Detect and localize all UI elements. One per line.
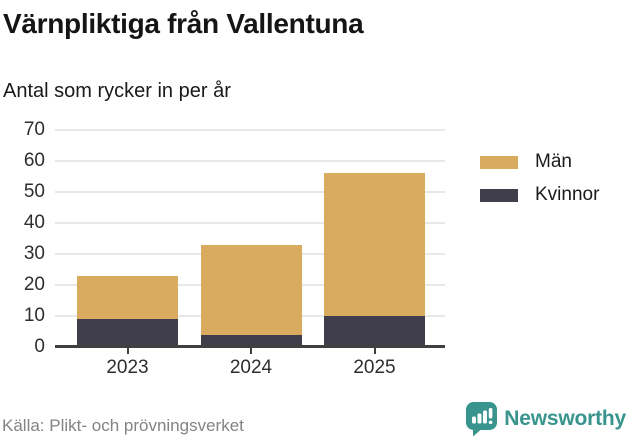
bar-segment-kvinnor (77, 319, 178, 347)
bar-segment-man (77, 275, 178, 320)
legend: Män Kvinnor (480, 151, 599, 206)
bar-2024 (200, 244, 302, 347)
legend-swatch (480, 155, 518, 169)
gridline (55, 129, 445, 131)
bar-chart-speech-bubble-icon (466, 402, 498, 436)
gridline (55, 191, 445, 193)
legend-label: Män (535, 151, 572, 172)
y-tick-label: 20 (23, 274, 45, 295)
bar-2023 (77, 275, 178, 347)
bar-segment-kvinnor (200, 334, 302, 347)
x-tick-mark (250, 348, 252, 354)
legend-label: Kvinnor (535, 184, 600, 205)
gridline (55, 222, 445, 224)
y-tick-label: 60 (23, 150, 45, 171)
source-text: Källa: Plikt- och prövningsverket (2, 416, 244, 435)
bar-segment-kvinnor (324, 316, 425, 347)
legend-swatch (480, 188, 518, 202)
y-tick-label: 50 (23, 181, 45, 202)
x-axis-cell: 2023 (77, 348, 178, 379)
bar-segment-man (200, 244, 302, 335)
y-tick-label: 70 (23, 119, 45, 140)
x-axis-line (55, 345, 445, 348)
bar-segment-man (324, 173, 425, 316)
x-tick-mark (373, 348, 376, 354)
y-tick-label: 30 (23, 243, 45, 264)
legend-row: Kvinnor (480, 184, 599, 206)
y-axis-labels: 0 10 20 30 40 50 60 70 (0, 119, 45, 357)
x-axis-labels: 2023 2024 2025 (55, 348, 445, 379)
legend-row: Män (480, 151, 599, 173)
x-tick-label: 2024 (229, 357, 273, 378)
bar-2025 (324, 173, 425, 347)
x-axis-cell: 2024 (201, 348, 302, 379)
brand-logo[interactable]: Newsworthy (466, 402, 626, 436)
chart-subtitle: Antal som rycker in per år (3, 80, 231, 102)
plot-area (55, 129, 445, 348)
y-tick-label: 40 (23, 212, 45, 233)
bars-group (55, 130, 445, 347)
x-tick-label: 2023 (106, 357, 149, 378)
page-title: Värnpliktiga från Vallentuna (3, 8, 364, 39)
y-tick-label: 0 (34, 336, 45, 357)
brand-name: Newsworthy (504, 407, 626, 430)
x-tick-mark (126, 348, 129, 354)
y-tick-label: 10 (23, 305, 45, 326)
x-tick-label: 2025 (353, 357, 396, 378)
gridline (55, 160, 445, 162)
x-axis-cell: 2025 (324, 348, 425, 379)
